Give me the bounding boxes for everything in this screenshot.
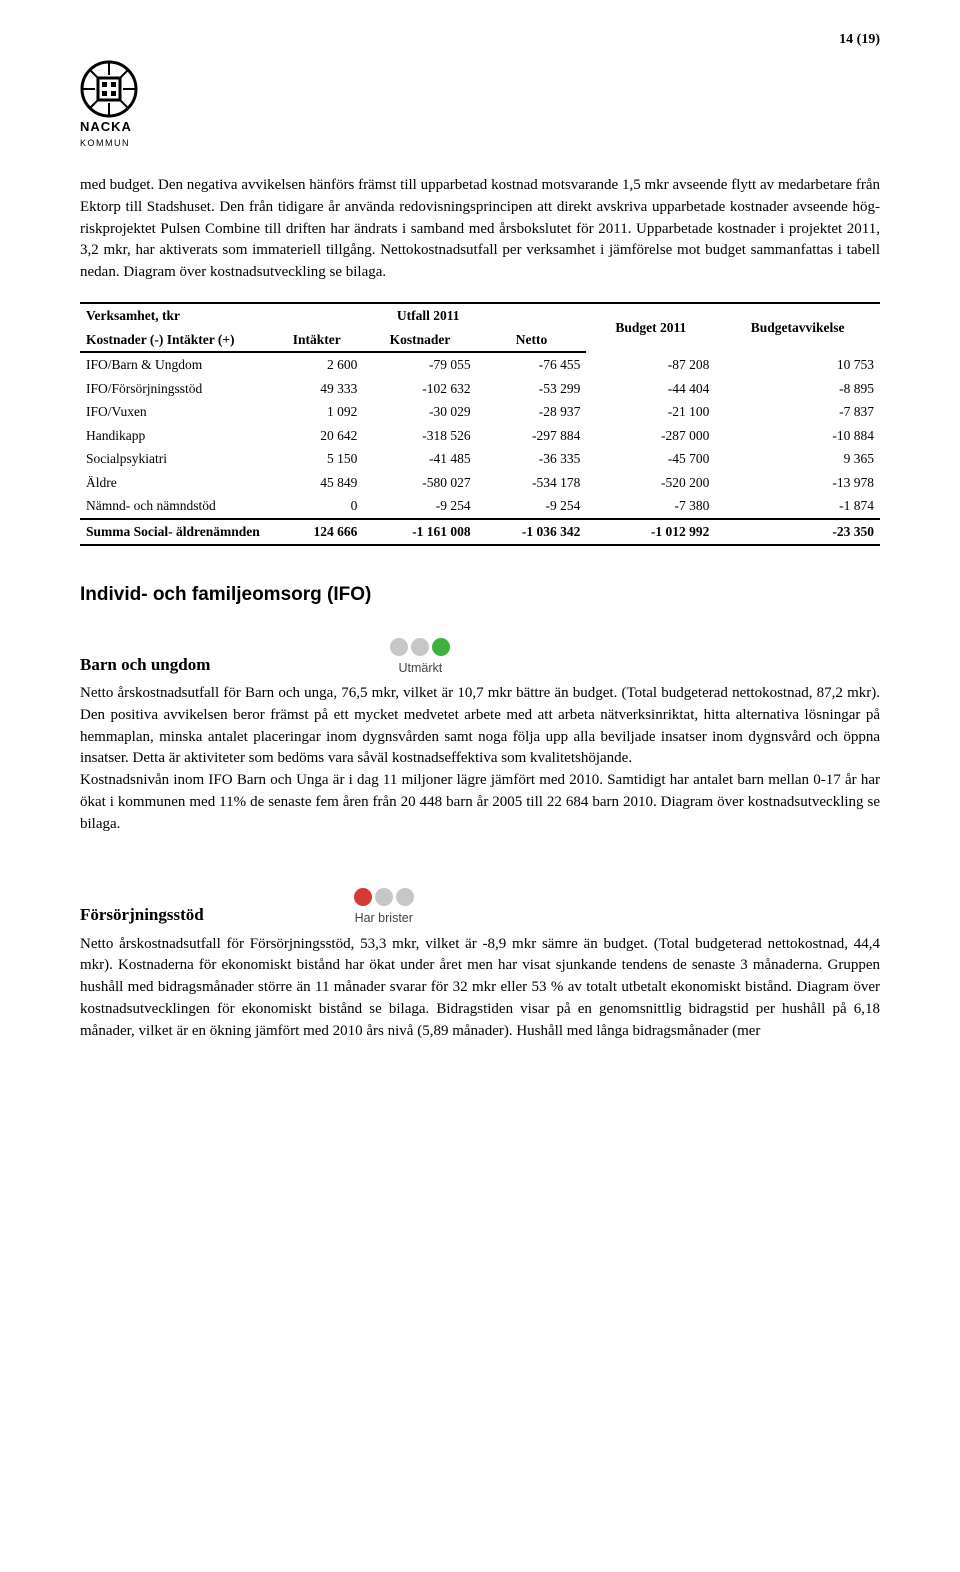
cell-label: Summa Social- äldrenämnden xyxy=(80,519,270,545)
cell-label: Äldre xyxy=(80,471,270,495)
table-row: IFO/Barn & Ungdom2 600-79 055-76 455-87 … xyxy=(80,352,880,377)
cell-label: Handikapp xyxy=(80,424,270,448)
cell-budget: -287 000 xyxy=(586,424,715,448)
intro-paragraph: med budget. Den negativa avvikelsen hänf… xyxy=(80,175,880,284)
section-ifo-heading: Individ- och familjeomsorg (IFO) xyxy=(80,581,880,609)
cell-intakter: 0 xyxy=(270,494,363,519)
cell-netto: -76 455 xyxy=(477,352,587,377)
table-row: IFO/Försörjningsstöd49 333-102 632-53 29… xyxy=(80,377,880,401)
barn-paragraph: Netto årskostnadsutfall för Barn och ung… xyxy=(80,683,880,835)
cell-avvik: -1 874 xyxy=(715,494,880,519)
fors-indicator-label: Har brister xyxy=(355,909,413,927)
cell-intakter: 2 600 xyxy=(270,352,363,377)
cell-netto: -534 178 xyxy=(477,471,587,495)
barn-indicator: Utmärkt xyxy=(390,638,450,677)
cell-kostnader: -79 055 xyxy=(363,352,476,377)
th-utfall: Utfall 2011 xyxy=(270,303,586,328)
cell-intakter: 1 092 xyxy=(270,400,363,424)
cell-intakter: 20 642 xyxy=(270,424,363,448)
light-red-icon xyxy=(354,888,372,906)
light-grey-icon xyxy=(390,638,408,656)
light-green-icon xyxy=(432,638,450,656)
cell-label: Socialpsykiatri xyxy=(80,447,270,471)
cell-kostnader: -30 029 xyxy=(363,400,476,424)
cell-intakter: 45 849 xyxy=(270,471,363,495)
cell-budget: -1 012 992 xyxy=(586,519,715,545)
cell-netto: -1 036 342 xyxy=(477,519,587,545)
th-kostnader-intakter: Kostnader (-) Intäkter (+) xyxy=(80,328,270,353)
fors-heading: Försörjningsstöd xyxy=(80,903,204,928)
cell-avvik: 9 365 xyxy=(715,447,880,471)
cell-label: Nämnd- och nämndstöd xyxy=(80,494,270,519)
th-budget: Budget 2011 xyxy=(586,303,715,352)
table-row: Handikapp20 642-318 526-297 884-287 000-… xyxy=(80,424,880,448)
light-grey-icon xyxy=(375,888,393,906)
light-grey-icon xyxy=(411,638,429,656)
barn-heading: Barn och ungdom xyxy=(80,653,210,678)
cell-netto: -297 884 xyxy=(477,424,587,448)
th-avvik: Budgetavvikels​e xyxy=(715,303,880,352)
logo-icon xyxy=(80,60,138,118)
cell-intakter: 124 666 xyxy=(270,519,363,545)
cell-netto: -53 299 xyxy=(477,377,587,401)
cell-kostnader: -41 485 xyxy=(363,447,476,471)
cell-budget: -45 700 xyxy=(586,447,715,471)
cell-budget: -7 380 xyxy=(586,494,715,519)
cell-budget: -520 200 xyxy=(586,471,715,495)
cost-table: Verksamhet, tkr Utfall 2011 Budget 2011 … xyxy=(80,302,880,546)
cell-avvik: -23 350 xyxy=(715,519,880,545)
cell-avvik: -8 895 xyxy=(715,377,880,401)
table-sum-row: Summa Social- äldrenämnden124 666-1 161 … xyxy=(80,519,880,545)
th-intakter: Intäkter xyxy=(270,328,363,353)
cell-netto: -28 937 xyxy=(477,400,587,424)
cell-avvik: 10 753 xyxy=(715,352,880,377)
cell-netto: -36 335 xyxy=(477,447,587,471)
cell-kostnader: -1 161 008 xyxy=(363,519,476,545)
fors-paragraph: Netto årskostnadsutfall för Försörjnings… xyxy=(80,934,880,1043)
th-verksamhet: Verksamhet, tkr xyxy=(80,303,270,328)
cell-avvik: -13 978 xyxy=(715,471,880,495)
cell-intakter: 5 150 xyxy=(270,447,363,471)
fors-indicator: Har brister xyxy=(354,888,414,927)
cell-label: IFO/Försörjningsstöd xyxy=(80,377,270,401)
cell-budget: -21 100 xyxy=(586,400,715,424)
barn-indicator-label: Utmärkt xyxy=(399,659,443,677)
logo-text-line1: NACKA xyxy=(80,118,880,137)
cell-netto: -9 254 xyxy=(477,494,587,519)
cell-avvik: -10 884 xyxy=(715,424,880,448)
table-row: Socialpsykiatri5 150-41 485-36 335-45 70… xyxy=(80,447,880,471)
th-kostnader: Kostnader xyxy=(363,328,476,353)
page-number: 14 (19) xyxy=(80,30,880,50)
light-grey-icon xyxy=(396,888,414,906)
th-netto: Netto xyxy=(477,328,587,353)
cell-avvik: -7 837 xyxy=(715,400,880,424)
cell-kostnader: -102 632 xyxy=(363,377,476,401)
cell-kostnader: -9 254 xyxy=(363,494,476,519)
cell-kostnader: -580 027 xyxy=(363,471,476,495)
cell-intakter: 49 333 xyxy=(270,377,363,401)
logo-text-line2: KOMMUN xyxy=(80,137,880,150)
municipality-logo: NACKA KOMMUN xyxy=(80,60,880,150)
table-row: Äldre45 849-580 027-534 178-520 200-13 9… xyxy=(80,471,880,495)
table-row: Nämnd- och nämndstöd0-9 254-9 254-7 380-… xyxy=(80,494,880,519)
cell-label: IFO/Barn & Ungdom xyxy=(80,352,270,377)
cell-label: IFO/Vuxen xyxy=(80,400,270,424)
table-row: IFO/Vuxen1 092-30 029-28 937-21 100-7 83… xyxy=(80,400,880,424)
cell-budget: -44 404 xyxy=(586,377,715,401)
cell-kostnader: -318 526 xyxy=(363,424,476,448)
cell-budget: -87 208 xyxy=(586,352,715,377)
